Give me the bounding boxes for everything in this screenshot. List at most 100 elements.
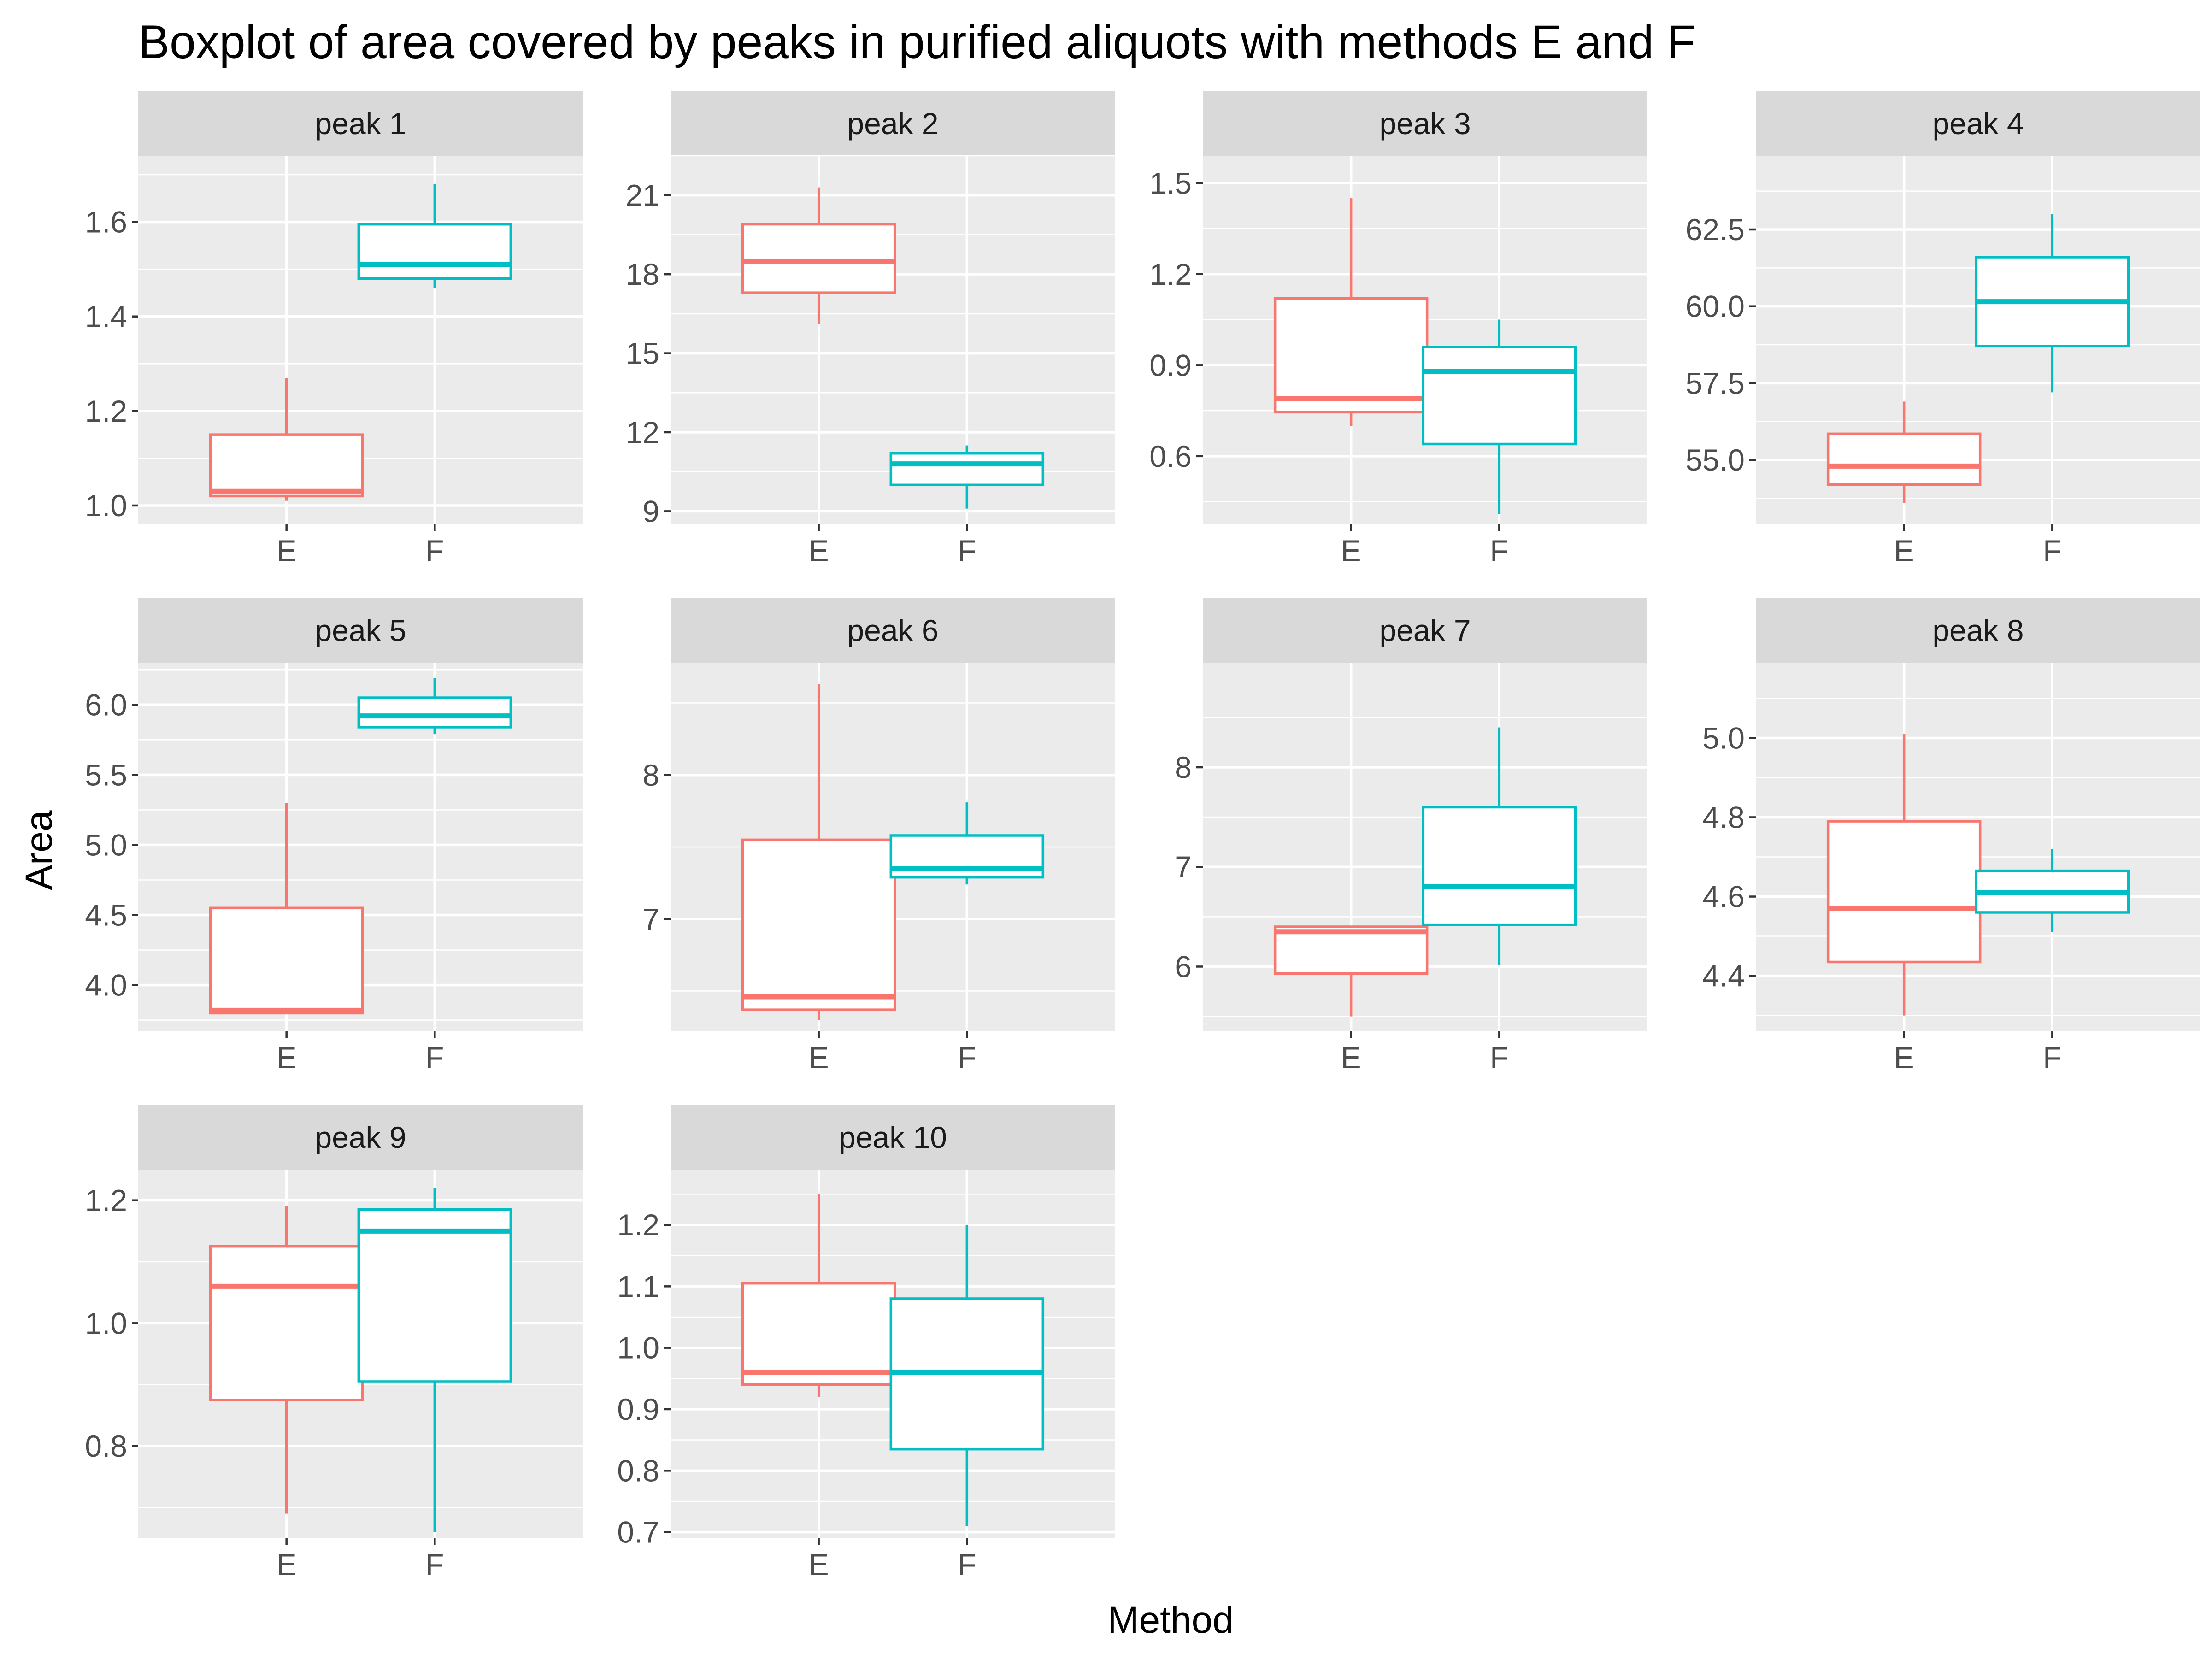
y-tick-label: 1.0 — [85, 488, 127, 523]
x-tick-label: F — [2043, 1041, 2061, 1075]
x-tick-label: F — [958, 1041, 976, 1075]
iqr-box — [1422, 806, 1577, 926]
y-axis-title: Area — [18, 810, 60, 890]
y-tick-label: 4.4 — [1702, 959, 1745, 993]
box-e — [1273, 198, 1429, 426]
facet-strip-label: peak 8 — [1932, 613, 2024, 647]
x-tick-label: F — [2043, 534, 2061, 568]
iqr-box — [741, 1282, 896, 1386]
x-tick-label: E — [809, 1041, 829, 1075]
facet-strip-label: peak 7 — [1379, 613, 1471, 647]
x-tick-label: E — [276, 1041, 297, 1075]
box-e — [741, 1194, 896, 1397]
box-e — [209, 803, 364, 1015]
iqr-box — [741, 223, 896, 294]
y-tick-label: 6.0 — [85, 688, 127, 722]
box-f — [889, 802, 1045, 885]
facet-strip-label: peak 2 — [847, 106, 938, 141]
facet-strip-label: peak 4 — [1932, 106, 2024, 141]
y-tick-label: 7 — [642, 902, 659, 936]
y-tick-label: 1.0 — [617, 1331, 659, 1365]
facet-strip — [1203, 91, 1647, 156]
box-e — [1273, 925, 1429, 1017]
iqr-box — [741, 838, 896, 1011]
facet-panel: peak 10 0.7 0.8 0.9 1.0 1.1 1.2 E F — [617, 1105, 1115, 1582]
y-tick-label: 1.4 — [85, 300, 127, 334]
facet-strip — [671, 598, 1115, 663]
y-tick-label: 4.0 — [85, 968, 127, 1002]
x-tick-label: E — [809, 534, 829, 568]
y-tick-label: 4.8 — [1702, 800, 1745, 834]
y-tick-label: 1.2 — [1149, 257, 1192, 291]
facet-panel: peak 2 9 12 15 18 21 E F — [626, 91, 1115, 568]
y-tick-label: 0.8 — [617, 1453, 659, 1488]
x-tick-label: F — [425, 1041, 444, 1075]
box-e — [741, 187, 896, 324]
y-tick-label: 1.2 — [85, 1183, 127, 1218]
y-tick-label: 8 — [1175, 750, 1192, 784]
chart-title: Boxplot of area covered by peaks in puri… — [138, 16, 1695, 68]
facet-panel: peak 3 0.6 0.9 1.2 1.5 E F — [1149, 91, 1647, 568]
box-f — [1975, 849, 2130, 932]
y-tick-label: 60.0 — [1686, 289, 1745, 324]
y-tick-label: 7 — [1175, 850, 1192, 884]
y-tick-label: 6 — [1175, 949, 1192, 983]
iqr-box — [1826, 820, 1982, 964]
y-tick-label: 5.0 — [85, 828, 127, 862]
facet-strip-label: peak 6 — [847, 613, 938, 647]
y-tick-label: 0.9 — [1149, 348, 1192, 382]
y-tick-label: 0.7 — [617, 1515, 659, 1549]
facet-strip — [1756, 598, 2200, 663]
box-e — [209, 378, 364, 501]
iqr-box — [209, 1245, 364, 1401]
x-tick-label: E — [1894, 1041, 1914, 1075]
iqr-box — [357, 696, 512, 729]
facet-panel: peak 1 1.0 1.2 1.4 1.6 E F — [85, 91, 583, 568]
y-tick-label: 12 — [626, 415, 659, 449]
facet-panel: peak 6 7 8 E F — [642, 598, 1115, 1075]
y-tick-label: 18 — [626, 257, 659, 291]
box-e — [1826, 401, 1982, 503]
facet-strip-label: peak 10 — [839, 1120, 947, 1154]
box-e — [209, 1206, 364, 1514]
facet-strip-label: peak 5 — [315, 613, 406, 647]
facet-panel: peak 5 4.0 4.5 5.0 5.5 6.0 E F — [85, 598, 583, 1075]
y-tick-label: 1.1 — [617, 1269, 659, 1303]
iqr-box — [889, 452, 1045, 487]
x-tick-label: F — [958, 534, 976, 568]
facet-panel: peak 7 6 7 8 E F — [1175, 598, 1647, 1075]
facet-strip — [138, 91, 583, 156]
y-tick-label: 1.2 — [617, 1208, 659, 1242]
x-tick-label: E — [1341, 534, 1361, 568]
facet-panel: peak 4 55.0 57.5 60.0 62.5 E F — [1686, 91, 2200, 568]
y-tick-label: 0.6 — [1149, 439, 1192, 473]
y-tick-label: 55.0 — [1686, 443, 1745, 477]
x-tick-label: E — [276, 534, 297, 568]
y-tick-label: 5.5 — [85, 758, 127, 792]
y-tick-label: 0.8 — [85, 1429, 127, 1463]
facet-strip — [1756, 91, 2200, 156]
box-f — [357, 1188, 512, 1532]
box-e — [1826, 734, 1982, 1016]
y-tick-label: 57.5 — [1686, 366, 1745, 400]
facet-strip — [671, 1105, 1115, 1170]
facet-strip-label: peak 9 — [315, 1120, 406, 1154]
x-tick-label: E — [1341, 1041, 1361, 1075]
x-tick-label: F — [1490, 1041, 1508, 1075]
x-tick-label: E — [809, 1547, 829, 1582]
y-tick-label: 21 — [626, 178, 659, 212]
x-axis-title: Method — [1107, 1599, 1234, 1641]
iqr-box — [1826, 432, 1982, 486]
facet-strip — [1203, 598, 1647, 663]
box-e — [741, 684, 896, 1020]
y-tick-label: 0.9 — [617, 1392, 659, 1426]
facet-strip — [138, 1105, 583, 1170]
iqr-box — [1273, 925, 1429, 975]
y-tick-label: 9 — [642, 494, 659, 528]
box-f — [357, 184, 512, 288]
iqr-box — [357, 223, 512, 280]
box-f — [357, 678, 512, 735]
facet-strip-label: peak 3 — [1379, 106, 1471, 141]
